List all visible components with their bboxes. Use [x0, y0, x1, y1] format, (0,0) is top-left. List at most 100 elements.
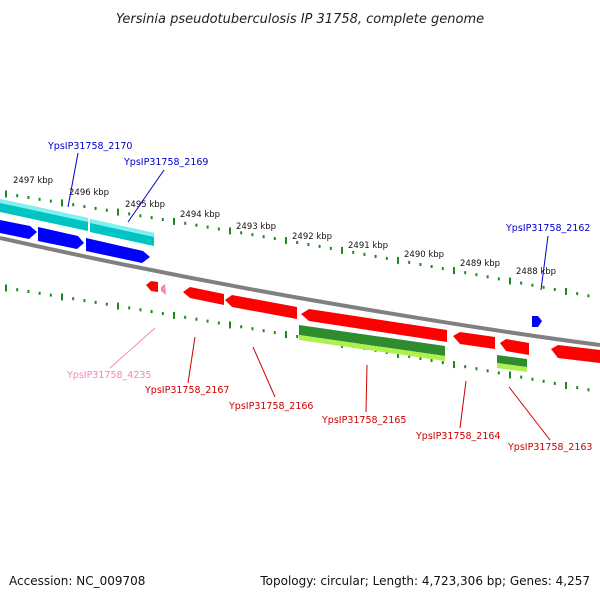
gene-label-2164[interactable]: YpsIP31758_2164 — [415, 431, 500, 442]
blue-gene-2[interactable] — [38, 227, 84, 249]
minor-tick — [408, 260, 411, 264]
blue-gene-1[interactable] — [0, 220, 37, 239]
gene-2166-feature[interactable] — [225, 295, 297, 319]
gene-4235-feature[interactable] — [161, 284, 166, 295]
minor-tick — [49, 199, 52, 203]
minor-tick — [27, 290, 30, 293]
edge-red-gene[interactable] — [551, 345, 600, 363]
minor-tick — [273, 237, 276, 241]
gene-2162-feature[interactable] — [532, 316, 542, 327]
outer-tick-track — [5, 190, 590, 298]
map-title: Yersinia pseudotuberculosis IP 31758, co… — [116, 12, 484, 27]
minor-tick — [72, 297, 75, 301]
minor-tick — [251, 233, 254, 237]
small-red-gene[interactable] — [146, 281, 158, 292]
minor-tick — [531, 283, 534, 287]
gene-label-2170[interactable]: YpsIP31758_2170 — [47, 141, 132, 152]
major-tick — [397, 350, 399, 358]
minor-tick — [464, 271, 467, 275]
kbp-label: 2495 kbp — [125, 200, 165, 210]
major-tick — [453, 361, 455, 369]
major-tick — [117, 208, 119, 216]
kbp-label: 2496 kbp — [69, 188, 109, 198]
minor-tick — [184, 315, 187, 319]
gene-2167-feature[interactable] — [183, 287, 224, 305]
leader-2165 — [365, 364, 368, 413]
gene-2165-rna-light[interactable] — [299, 335, 445, 361]
small-rna-feature-light[interactable] — [497, 363, 527, 372]
kbp-label: 2489 kbp — [460, 259, 500, 269]
minor-tick — [419, 263, 422, 266]
minor-tick — [150, 310, 153, 314]
major-tick — [117, 302, 119, 310]
minor-tick — [441, 267, 444, 271]
minor-tick — [296, 241, 299, 244]
minor-tick — [150, 216, 153, 220]
forward-strand-genes — [0, 199, 542, 327]
minor-tick — [419, 357, 422, 360]
minor-tick — [475, 367, 478, 371]
minor-tick — [441, 361, 444, 365]
minor-tick — [273, 331, 276, 335]
minor-tick — [206, 319, 209, 323]
minor-tick — [520, 375, 523, 379]
major-tick — [61, 199, 63, 207]
minor-tick — [576, 386, 579, 390]
blue-gene-3[interactable] — [86, 238, 150, 263]
major-tick — [565, 288, 567, 295]
minor-tick — [262, 235, 265, 239]
minor-tick — [430, 359, 433, 362]
gene-2165-feature[interactable] — [301, 309, 447, 342]
major-tick — [397, 256, 399, 264]
minor-tick — [16, 288, 19, 292]
gene-label-2166[interactable]: YpsIP31758_2166 — [228, 401, 313, 412]
minor-tick — [251, 327, 254, 331]
minor-tick — [363, 252, 366, 256]
minor-tick — [542, 379, 545, 383]
minor-tick — [553, 381, 556, 385]
minor-tick — [105, 302, 108, 306]
minor-tick — [542, 285, 545, 289]
minor-tick — [94, 206, 97, 210]
minor-tick — [217, 321, 220, 325]
major-tick — [5, 284, 7, 292]
major-tick — [229, 227, 231, 235]
minor-tick — [128, 306, 131, 310]
leader-2164 — [459, 380, 467, 429]
gene-label-4235[interactable]: YpsIP31758_4235 — [66, 370, 151, 381]
minor-tick — [475, 273, 478, 277]
minor-tick — [184, 221, 187, 225]
gene-label-2163[interactable]: YpsIP31758_2163 — [507, 442, 592, 453]
gene-label-2169[interactable]: YpsIP31758_2169 — [123, 157, 208, 168]
gene-label-2162[interactable]: YpsIP31758_2162 — [505, 223, 590, 234]
kbp-labels: 2497 kbp 2496 kbp 2495 kbp 2494 kbp 2493… — [13, 176, 556, 277]
minor-tick — [206, 225, 209, 229]
minor-tick — [385, 256, 388, 260]
minor-tick — [520, 281, 523, 285]
leader-4235 — [109, 327, 156, 369]
minor-tick — [195, 317, 198, 321]
topology-text: Topology: circular; Length: 4,723,306 bp… — [260, 574, 590, 588]
minor-tick — [262, 329, 265, 333]
minor-tick — [553, 287, 556, 291]
gene-2163-feature[interactable] — [500, 339, 529, 355]
minor-tick — [38, 197, 41, 201]
minor-tick — [139, 214, 142, 218]
leader-2163 — [508, 386, 551, 441]
gene-label-2167[interactable]: YpsIP31758_2167 — [144, 385, 229, 396]
minor-tick — [486, 369, 489, 373]
major-tick — [509, 277, 511, 285]
minor-tick — [576, 292, 579, 296]
gene-2164-feature[interactable] — [453, 332, 495, 349]
leader-2167 — [187, 336, 196, 384]
minor-tick — [38, 291, 41, 295]
genome-backbone — [0, 236, 600, 347]
minor-tick — [329, 246, 332, 250]
gene-2165-rna[interactable] — [299, 325, 445, 356]
minor-tick — [240, 325, 243, 329]
major-tick — [453, 267, 455, 275]
kbp-label: 2497 kbp — [13, 176, 53, 186]
minor-tick — [240, 231, 243, 235]
gene-label-2165[interactable]: YpsIP31758_2165 — [321, 415, 406, 426]
accession-text: Accession: NC_009708 — [9, 574, 146, 588]
